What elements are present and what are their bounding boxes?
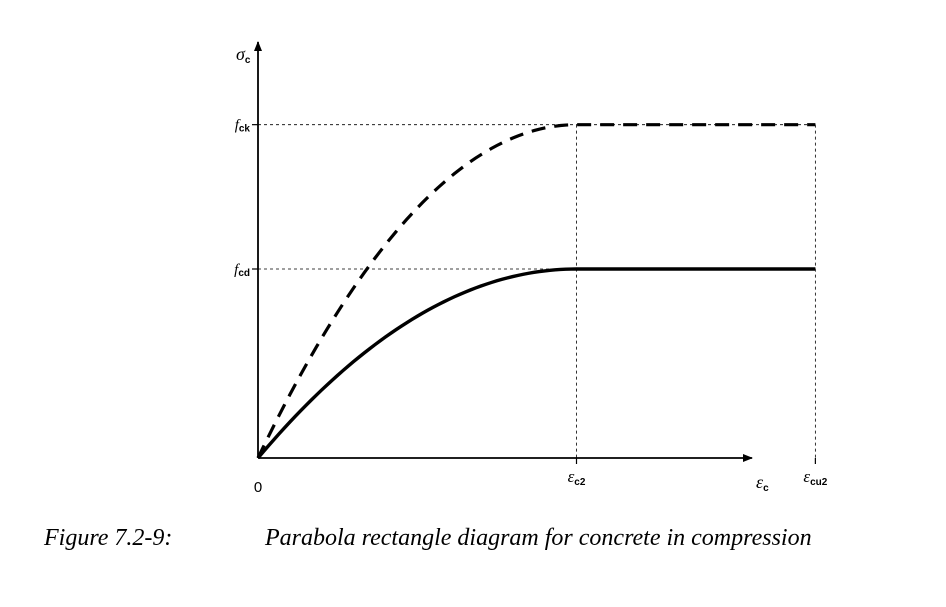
ec2-tick-label: εc2 [568, 467, 586, 488]
x-axis-label: εc [756, 472, 769, 494]
fck-curve-dashed [256, 123, 816, 459]
fcd-curve-solid [256, 267, 816, 460]
stress-strain-chart: σc εc fck fcd εc2 εcu2 0 [234, 41, 828, 496]
origin-label: 0 [254, 479, 262, 496]
ecu2-tick-label: εcu2 [803, 467, 827, 488]
caption-text: Parabola rectangle diagram for concrete … [265, 525, 812, 551]
fcd-tick-label: fcd [234, 262, 250, 279]
caption-number: Figure 7.2-9: [44, 525, 173, 551]
fck-tick-label: fck [235, 118, 251, 135]
y-axis-label: σc [236, 44, 251, 66]
